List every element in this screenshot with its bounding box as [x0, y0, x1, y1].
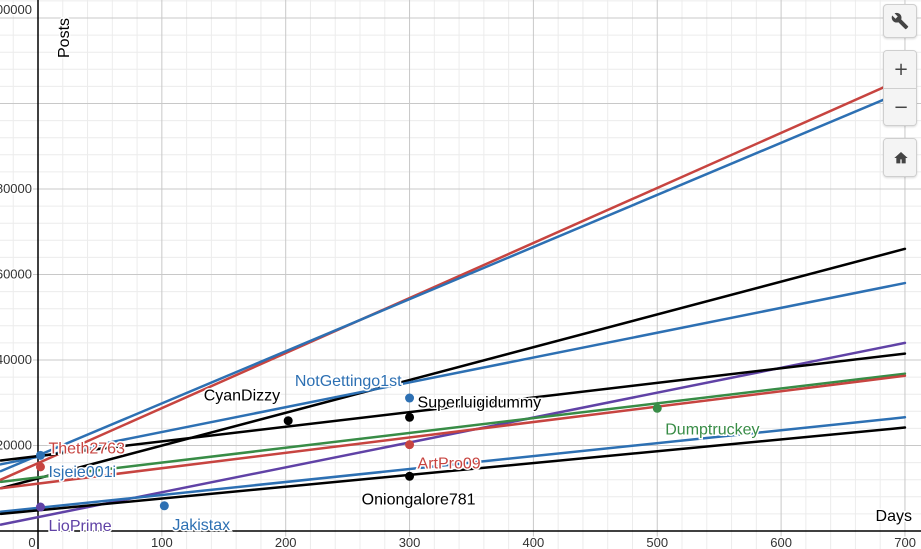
series-line — [0, 372, 907, 484]
series-lines — [0, 76, 907, 526]
series-labels: Theth2763 Isjeie001i LioPrime Jakistax CyanD… — [47, 372, 761, 537]
series-line — [0, 89, 907, 473]
point-label: NotGettingo1st — [295, 373, 402, 390]
series-line — [0, 374, 907, 490]
x-tick-label: 0 — [28, 535, 35, 549]
data-point — [35, 450, 45, 460]
series-points — [35, 393, 662, 512]
x-tick-label: 500 — [646, 535, 668, 549]
zoom-in-button[interactable]: + — [884, 51, 916, 88]
data-point — [159, 501, 169, 511]
x-tick-label: 400 — [523, 535, 545, 549]
series-line — [0, 247, 907, 490]
data-point — [652, 403, 662, 413]
series-line — [0, 352, 907, 462]
x-tick-label: 700 — [894, 535, 916, 549]
data-point — [35, 502, 45, 512]
y-tick-label: 20000 — [0, 438, 32, 453]
point-label: Theth2763 — [48, 440, 125, 457]
x-tick-label: 100 — [151, 535, 173, 549]
x-axis-label: Days — [876, 508, 912, 525]
wrench-icon — [891, 12, 909, 30]
point-label: Isjeie001i — [48, 464, 116, 481]
data-point — [35, 462, 45, 472]
series-line — [0, 416, 907, 514]
point-label: Oniongalore781 — [362, 491, 476, 508]
x-tick-label: 300 — [399, 535, 421, 549]
y-tick-label: 80000 — [0, 181, 32, 196]
data-point — [405, 471, 415, 481]
data-point — [405, 412, 415, 422]
data-point — [405, 393, 415, 403]
point-label: Jakistax — [172, 517, 230, 534]
home-controls — [883, 138, 917, 177]
data-point — [283, 416, 293, 426]
series-line — [0, 426, 907, 516]
point-label: Dumptruckey — [665, 421, 759, 438]
x-tick-label: 600 — [770, 535, 792, 549]
point-label: CyanDizzy — [204, 388, 280, 405]
home-button[interactable] — [884, 139, 916, 176]
data-point — [405, 440, 415, 450]
y-axis-label: Posts — [56, 18, 73, 58]
settings-button[interactable] — [883, 4, 917, 38]
home-icon — [894, 151, 908, 163]
point-label: LioPrime — [48, 518, 111, 535]
zoom-controls: + − — [883, 50, 917, 126]
y-tick-label: 40000 — [0, 352, 32, 367]
point-label: Superluigidummy — [418, 394, 542, 411]
x-tick-label: 200 — [275, 535, 297, 549]
point-label: ArtPro09 — [418, 456, 481, 473]
series-line — [0, 76, 907, 481]
series-line — [0, 341, 907, 526]
graph-toolbar: + − — [883, 4, 917, 177]
y-tick-label: 60000 — [0, 267, 32, 282]
y-tick-label: 100000 — [0, 2, 32, 17]
series-line — [0, 281, 907, 466]
zoom-out-button[interactable]: − — [884, 88, 916, 125]
